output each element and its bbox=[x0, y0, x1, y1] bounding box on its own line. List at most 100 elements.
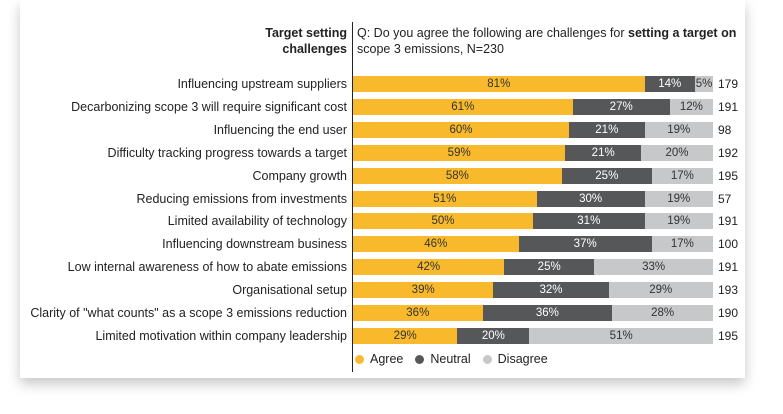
bar-segment-neutral: 21% bbox=[569, 121, 645, 138]
legend-dot-icon bbox=[355, 354, 364, 364]
bar-segment-disagree: 19% bbox=[644, 190, 713, 207]
category-label: Limited motivation within company leader… bbox=[95, 328, 347, 343]
row-header: Target setting challenges bbox=[200, 25, 347, 57]
bar-segment-agree: 42% bbox=[353, 259, 505, 276]
bar-segment-agree: 36% bbox=[353, 305, 483, 321]
category-label: Organisational setup bbox=[232, 283, 347, 298]
bar-segment-agree: 51% bbox=[353, 190, 537, 207]
question-bold: setting a target on bbox=[628, 26, 737, 40]
respondent-count: 179 bbox=[718, 77, 739, 91]
question-line2: scope 3 emissions, N=230 bbox=[357, 42, 504, 56]
bar-segment-agree: 61% bbox=[353, 98, 573, 115]
data-label: 12% bbox=[679, 100, 703, 113]
bar-segment-neutral: 36% bbox=[482, 305, 613, 321]
bar-segment-disagree: 19% bbox=[644, 213, 713, 230]
bar-segment-neutral: 37% bbox=[518, 236, 652, 253]
respondent-count: 100 bbox=[718, 237, 739, 252]
bar-segment-disagree: 20% bbox=[641, 144, 713, 161]
bar-segment-neutral: 31% bbox=[533, 213, 645, 230]
bar-segment-neutral: 25% bbox=[504, 259, 595, 276]
bar-segment-neutral: 21% bbox=[565, 144, 641, 161]
data-label: 51% bbox=[433, 192, 457, 205]
category-label: Clarity of "what counts" as a scope 3 em… bbox=[30, 306, 347, 320]
bar-segment-agree: 58% bbox=[353, 167, 562, 184]
respondent-count: 191 bbox=[718, 214, 739, 229]
bar-segment-disagree: 12% bbox=[669, 98, 713, 115]
data-label: 27% bbox=[609, 100, 633, 113]
bar-segment-neutral: 20% bbox=[457, 327, 530, 344]
column-divider bbox=[352, 22, 353, 372]
bar-segment-neutral: 30% bbox=[536, 190, 645, 207]
data-label: 31% bbox=[577, 215, 601, 228]
data-label: 28% bbox=[651, 307, 675, 319]
bar-segment-neutral: 27% bbox=[572, 98, 670, 115]
bar-segment-agree: 39% bbox=[353, 282, 494, 299]
data-label: 36% bbox=[406, 307, 430, 319]
respondent-count: 57 bbox=[718, 191, 732, 206]
respondent-count: 193 bbox=[718, 283, 739, 298]
row-header-line2: challenges bbox=[282, 42, 347, 56]
legend-item-agree: Agree bbox=[355, 352, 403, 366]
legend-dot-icon bbox=[482, 354, 492, 364]
bar-segment-disagree: 51% bbox=[529, 327, 713, 344]
respondent-count: 190 bbox=[718, 306, 739, 320]
data-label: 59% bbox=[447, 146, 471, 159]
data-label: 51% bbox=[609, 329, 633, 342]
category-label: Influencing downstream business bbox=[162, 237, 347, 252]
category-label: Influencing the end user bbox=[213, 122, 347, 137]
category-label: Reducing emissions from investments bbox=[136, 191, 348, 206]
respondent-count: 191 bbox=[718, 260, 739, 275]
data-label: 25% bbox=[537, 261, 561, 274]
respondent-count: 98 bbox=[718, 122, 732, 137]
legend: Agree Neutral Disagree bbox=[355, 352, 560, 366]
bar-segment-disagree: 29% bbox=[608, 282, 713, 299]
data-label: 36% bbox=[535, 307, 559, 319]
bar-segment-neutral: 14% bbox=[644, 76, 695, 92]
data-label: 61% bbox=[451, 100, 475, 113]
legend-label: Disagree bbox=[497, 352, 548, 366]
data-label: 60% bbox=[449, 123, 473, 136]
bar-segment-agree: 60% bbox=[353, 121, 569, 138]
question-prefix: Q: Do you agree the following are challe… bbox=[357, 26, 628, 40]
data-label: 58% bbox=[445, 169, 469, 182]
data-label: 14% bbox=[658, 78, 682, 90]
bar-segment-disagree: 19% bbox=[644, 121, 713, 138]
data-label: 32% bbox=[539, 284, 563, 297]
category-label: Decarbonizing scope 3 will require signi… bbox=[71, 99, 347, 114]
data-label: 19% bbox=[667, 192, 691, 205]
data-label: 5% bbox=[695, 78, 713, 90]
respondent-count: 191 bbox=[718, 99, 739, 114]
data-label: 21% bbox=[595, 123, 619, 136]
bar-segment-disagree: 17% bbox=[651, 236, 713, 253]
category-label: Company growth bbox=[252, 168, 348, 183]
data-label: 39% bbox=[411, 284, 435, 297]
data-label: 21% bbox=[591, 146, 615, 159]
data-label: 81% bbox=[487, 78, 511, 90]
question-header: Q: Do you agree the following are challe… bbox=[357, 25, 747, 57]
bar-segment-agree: 29% bbox=[353, 327, 458, 344]
bar-segment-disagree: 28% bbox=[612, 305, 713, 321]
data-label: 46% bbox=[424, 238, 448, 251]
data-label: 42% bbox=[417, 261, 441, 274]
data-label: 29% bbox=[649, 284, 673, 297]
bar-segment-agree: 46% bbox=[353, 236, 519, 253]
bar-segment-neutral: 32% bbox=[493, 282, 609, 299]
data-label: 30% bbox=[579, 192, 603, 205]
row-header-line1: Target setting bbox=[265, 26, 347, 40]
legend-label: Agree bbox=[370, 352, 404, 366]
legend-item-neutral: Neutral bbox=[415, 352, 471, 366]
bar-segment-agree: 50% bbox=[353, 213, 533, 230]
respondent-count: 195 bbox=[718, 328, 739, 343]
respondent-count: 192 bbox=[718, 145, 739, 160]
bar-segment-disagree: 33% bbox=[594, 259, 713, 276]
data-label: 29% bbox=[393, 329, 417, 342]
legend-item-disagree: Disagree bbox=[482, 352, 548, 366]
data-label: 19% bbox=[667, 215, 691, 228]
data-label: 50% bbox=[431, 215, 455, 228]
bar-segment-agree: 81% bbox=[353, 76, 645, 92]
data-label: 25% bbox=[595, 169, 619, 182]
category-label: Limited availability of technology bbox=[167, 214, 347, 229]
legend-dot-icon bbox=[415, 354, 425, 364]
legend-label: Neutral bbox=[430, 352, 471, 366]
bar-segment-disagree: 17% bbox=[651, 167, 713, 184]
